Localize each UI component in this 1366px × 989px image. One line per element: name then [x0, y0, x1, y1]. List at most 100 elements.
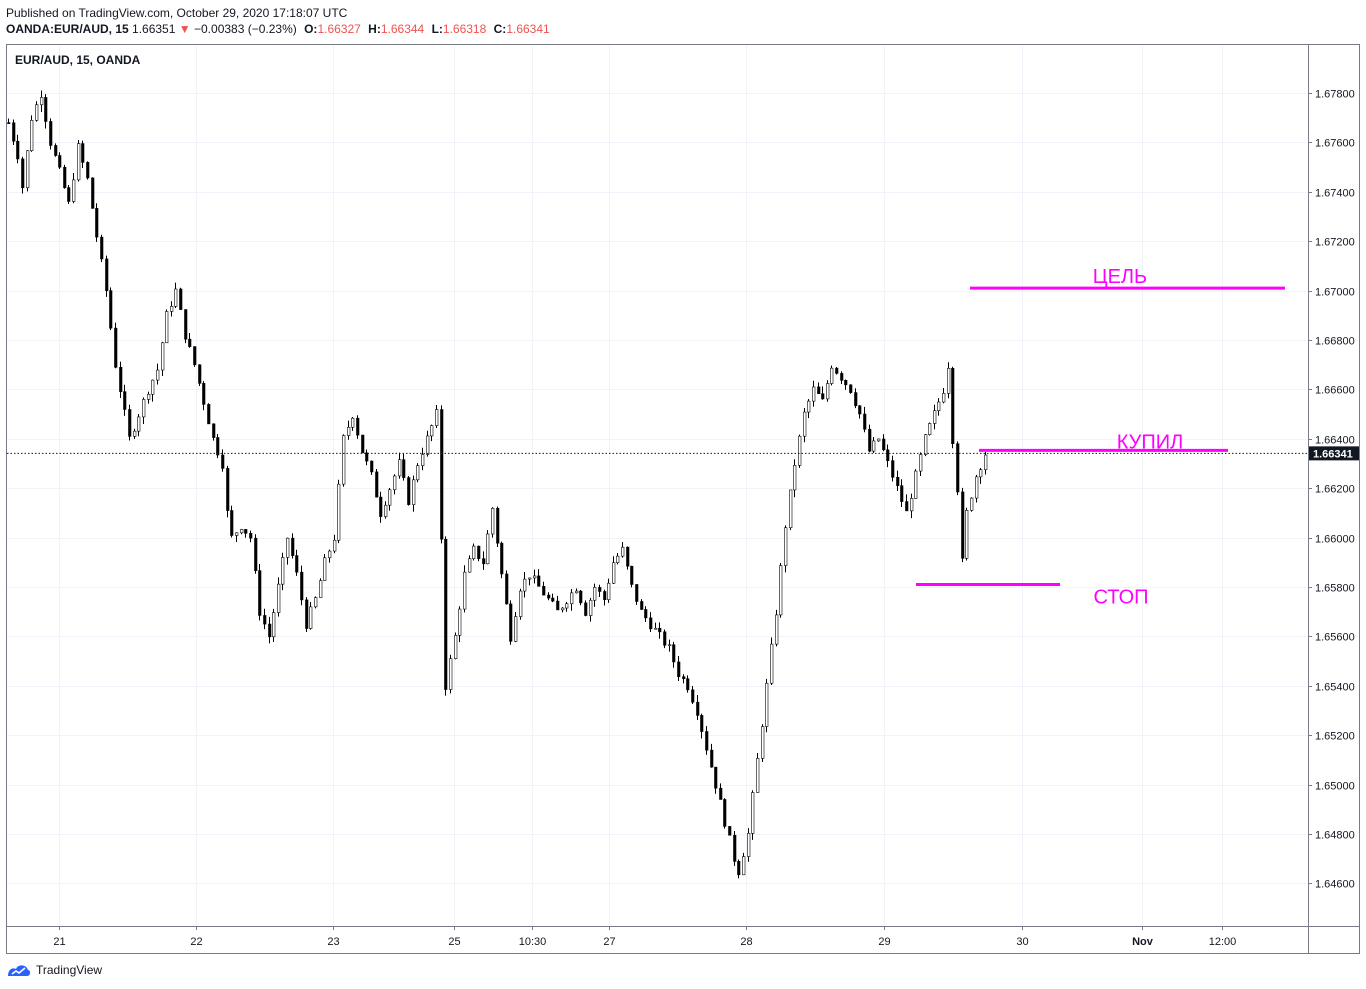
candle: [105, 255, 109, 297]
candle-body: [500, 542, 504, 575]
candle-body: [81, 143, 85, 163]
candle-body: [761, 726, 765, 759]
candle-body: [575, 590, 579, 594]
candle-body: [817, 386, 821, 395]
candle-body: [281, 557, 285, 585]
candle: [691, 685, 695, 704]
candle-body: [551, 597, 555, 602]
candle: [35, 101, 39, 122]
candle: [170, 301, 174, 317]
candle-body: [421, 454, 425, 467]
candle: [868, 424, 872, 453]
candle-body: [793, 465, 797, 491]
candle: [188, 332, 192, 348]
candle-body: [542, 586, 546, 596]
candle: [407, 476, 411, 506]
tradingview-logo-icon: [8, 965, 31, 976]
symbol-label: OANDA:EUR/AUD, 15: [6, 22, 129, 36]
candle: [16, 134, 20, 164]
candle-body: [770, 643, 774, 684]
candle-body: [900, 485, 904, 502]
candle: [672, 641, 676, 668]
candle: [305, 597, 309, 632]
candle-body: [216, 437, 220, 456]
low-label: L:: [431, 22, 443, 36]
candle: [737, 859, 741, 879]
candle-body: [123, 391, 127, 410]
candle: [319, 578, 323, 598]
candle: [114, 322, 118, 369]
candle-body: [598, 587, 602, 592]
candle: [584, 600, 588, 617]
candle-body: [384, 504, 388, 517]
candle-body: [468, 558, 472, 573]
candle: [556, 595, 560, 611]
candle: [630, 565, 634, 588]
candle: [533, 569, 537, 584]
candle-body: [696, 701, 700, 716]
candle-body: [184, 309, 188, 340]
candle: [258, 563, 262, 621]
candle: [561, 607, 565, 613]
candle: [924, 433, 928, 457]
candle-body: [528, 577, 532, 580]
candle-body: [26, 150, 30, 189]
candle-body: [454, 635, 458, 659]
candle-body: [635, 584, 639, 602]
candle: [100, 234, 104, 263]
candle-body: [807, 400, 811, 413]
candle: [416, 463, 420, 483]
candle-body: [295, 555, 299, 573]
candle: [765, 678, 769, 733]
candle: [402, 453, 406, 481]
candle: [779, 563, 783, 618]
candle-body: [128, 409, 132, 437]
candle: [81, 140, 85, 169]
candle-body: [142, 399, 146, 418]
candle-body: [970, 497, 974, 511]
price-tick-label: 1.66800: [1315, 336, 1355, 348]
candle: [742, 852, 746, 876]
candle-body: [658, 627, 662, 633]
candle-body: [212, 423, 216, 438]
candle: [142, 397, 146, 425]
candle-body: [300, 571, 304, 601]
candle: [770, 637, 774, 685]
candle-body: [784, 527, 788, 566]
candle: [421, 447, 425, 471]
candle-body: [305, 599, 309, 629]
candle-body: [328, 550, 332, 559]
candle-body: [672, 644, 676, 663]
candle: [509, 600, 513, 645]
candle-body: [235, 532, 239, 536]
candle: [365, 449, 369, 466]
candle: [654, 622, 658, 630]
candle-body: [272, 612, 276, 638]
candle-body: [170, 306, 174, 312]
candle: [840, 371, 844, 384]
candle-body: [347, 426, 351, 436]
candle: [123, 384, 127, 416]
candle: [440, 405, 444, 544]
candle-body: [277, 583, 281, 613]
candle-body: [435, 409, 439, 426]
candle-body: [714, 766, 718, 789]
annotation-label: СТОП: [1093, 587, 1148, 609]
candle: [454, 632, 458, 660]
candle-body: [412, 479, 416, 505]
candle-body: [263, 615, 267, 625]
candle: [523, 572, 527, 598]
footer-brand[interactable]: TradingView: [6, 962, 102, 978]
candle-body: [612, 562, 616, 584]
candle: [719, 783, 723, 800]
candle-body: [914, 470, 918, 499]
candle: [263, 608, 267, 630]
candle-body: [924, 434, 928, 455]
candle-body: [840, 373, 844, 381]
candle-body: [654, 627, 658, 630]
annotation-label: КУПИЛ: [1117, 431, 1183, 453]
candle-body: [161, 342, 165, 371]
candle-body: [100, 236, 104, 260]
candle: [161, 341, 165, 376]
